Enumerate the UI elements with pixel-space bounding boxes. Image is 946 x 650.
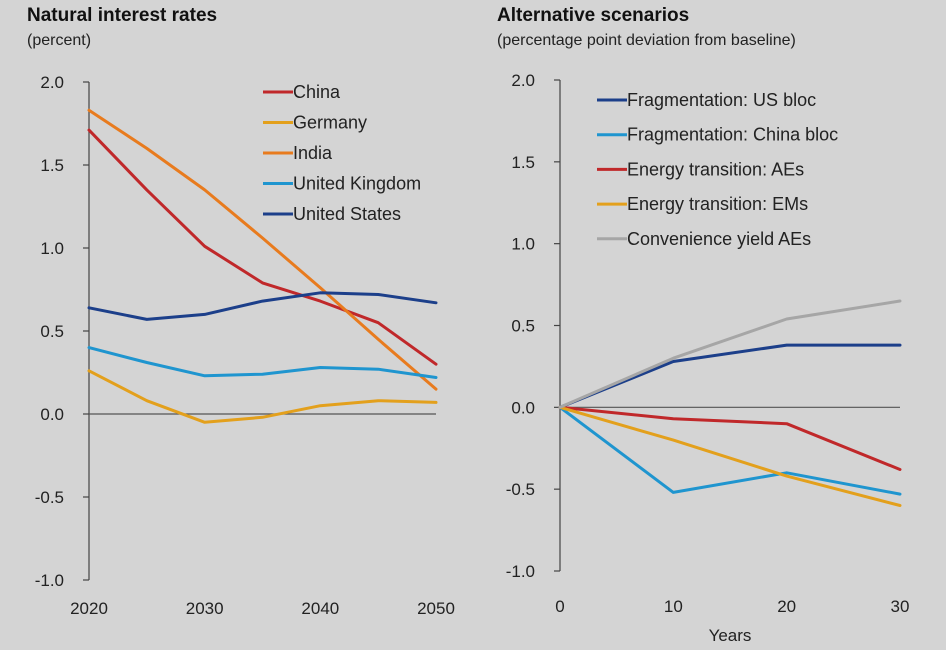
series-line-energy-transition-ems: [558, 405, 902, 507]
legend-label: Convenience yield AEs: [627, 229, 811, 249]
y-tick-label: 0.0: [40, 405, 64, 424]
x-tick-label: 10: [664, 597, 683, 616]
y-tick-label: 1.5: [40, 156, 64, 175]
y-tick-label: 1.5: [511, 153, 535, 172]
legend-label: China: [293, 82, 341, 102]
x-tick-label: 30: [891, 597, 910, 616]
legend-label: Germany: [293, 113, 367, 133]
y-tick-label: -0.5: [506, 480, 535, 499]
y-tick-label: 2.0: [511, 71, 535, 90]
chart-subtitle-left: (percent): [27, 32, 92, 49]
series-line-energy-transition-aes: [558, 405, 902, 471]
y-tick-label: 0.5: [40, 322, 64, 341]
series-line-united-states: [87, 291, 438, 321]
y-tick-label: 0.0: [511, 398, 535, 417]
y-tick-label: 0.5: [511, 317, 535, 336]
series-line-india: [87, 108, 438, 391]
chart-title-right: Alternative scenarios: [497, 5, 690, 26]
legend-label: India: [293, 143, 333, 163]
x-tick-label: 2020: [70, 599, 108, 618]
x-tick-label: 2040: [301, 599, 339, 618]
legend-label: Energy transition: AEs: [627, 159, 804, 179]
chart-subtitle-right: (percentage point deviation from baselin…: [497, 32, 796, 49]
series-line-fragmentation-us-bloc: [558, 343, 902, 409]
x-axis-title: Years: [709, 626, 752, 645]
series-line-germany: [87, 369, 438, 424]
y-tick-label: 1.0: [40, 239, 64, 258]
x-tick-label: 2030: [186, 599, 224, 618]
x-tick-label: 0: [555, 597, 564, 616]
series-line-fragmentation-china-bloc: [558, 405, 902, 496]
y-tick-label: -0.5: [35, 488, 64, 507]
series-line-convenience-yield-aes: [558, 299, 902, 409]
legend-label: United Kingdom: [293, 174, 421, 194]
legend-label: Energy transition: EMs: [627, 194, 808, 214]
y-tick-label: 1.0: [511, 235, 535, 254]
chart-title-left: Natural interest rates: [27, 5, 218, 26]
legend-label: United States: [293, 204, 401, 224]
y-tick-label: -1.0: [506, 562, 535, 581]
y-tick-label: 2.0: [40, 73, 64, 92]
series-line-united-kingdom: [87, 346, 438, 379]
y-tick-label: -1.0: [35, 571, 64, 590]
x-tick-label: 2050: [417, 599, 455, 618]
legend-label: Fragmentation: US bloc: [627, 90, 816, 110]
series-line-china: [87, 128, 438, 366]
chart-right: 2.0 1.5 1.0 0.5 0.0 -0.5 -1.0 0 10 20 30 Years Fragm…: [506, 71, 910, 645]
chart-left: 2.0 1.5 1.0 0.5 0.0 -0.5 -1.0 2020 2030 2040 2050 C…: [35, 73, 455, 618]
x-tick-label: 20: [777, 597, 796, 616]
legend-label: Fragmentation: China bloc: [627, 125, 838, 145]
